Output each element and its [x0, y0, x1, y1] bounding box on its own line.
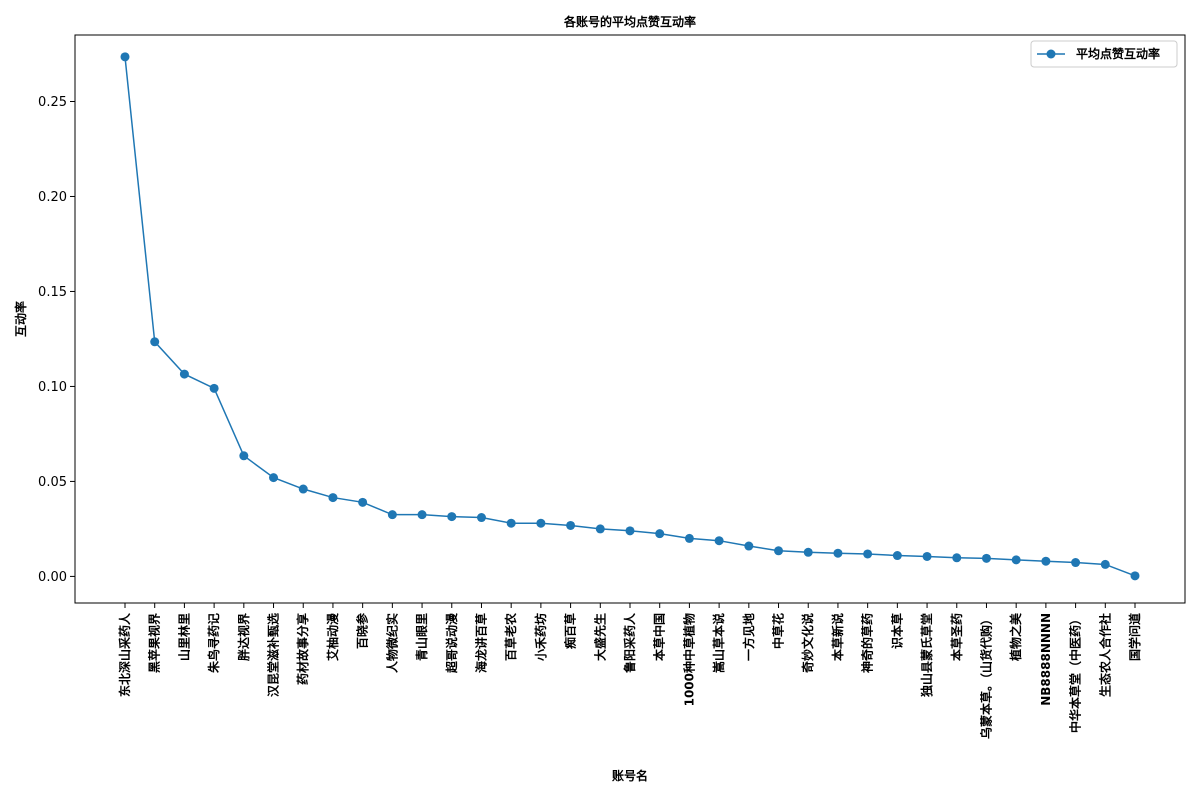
- x-tick-label: 本草圣药: [949, 613, 964, 661]
- x-tick-label: 鲁阳采药人: [622, 612, 637, 674]
- data-point: [1041, 556, 1051, 566]
- legend: 平均点赞互动率: [1030, 40, 1178, 68]
- data-point: [328, 493, 338, 503]
- data-point: [1071, 558, 1081, 568]
- x-tick-label: 嵩山草本说: [711, 613, 726, 673]
- y-tick-label: 0.20: [38, 190, 67, 205]
- x-tick-label: 胖达视界: [236, 613, 251, 662]
- x-tick-label: 药材故事分享: [295, 613, 310, 685]
- x-tick-label: 超哥说动漫: [444, 612, 459, 674]
- data-point: [655, 529, 665, 539]
- x-tick-label: 生态农人合作社: [1097, 613, 1112, 697]
- data-point: [684, 533, 694, 543]
- x-tick-label: 小禾药坊: [533, 613, 548, 661]
- x-tick-label: 人物微纪实: [384, 613, 399, 673]
- x-tick-label: 山里林里: [176, 613, 191, 661]
- x-tick-label: 黑苹果视界: [147, 613, 162, 673]
- series-layer: [120, 52, 1140, 581]
- data-point: [595, 524, 605, 534]
- data-point: [566, 520, 576, 530]
- series-line: [124, 56, 1136, 577]
- chart-title: 各账号的平均点赞互动率: [563, 14, 696, 29]
- data-point: [209, 383, 219, 393]
- plot-area: [74, 34, 1186, 604]
- data-point: [892, 551, 902, 561]
- x-tick-label: 1000种中草植物: [681, 613, 696, 706]
- x-tick-label: 植物之美: [1008, 612, 1023, 662]
- data-point: [714, 536, 724, 546]
- data-point: [239, 451, 249, 461]
- x-tick-label: 朱鸟寻药记: [206, 613, 221, 673]
- x-tick-label: 海龙讲百草: [473, 613, 488, 673]
- x-tick-label: 百草老农: [503, 613, 518, 661]
- data-point: [120, 52, 130, 62]
- y-tick-label: 0.15: [38, 285, 67, 300]
- data-point: [536, 518, 546, 528]
- x-tick-label: 大盛先生: [592, 613, 607, 661]
- x-tick-label: 本草新说: [830, 613, 845, 661]
- y-axis: 0.00 0.05 0.10 0.15 0.20 0.25: [38, 95, 75, 585]
- x-axis: 东北深山采药人 黑苹果视界 山里林里 朱鸟寻药记 胖达视界 汉昆堂滋补甄选 药材故事分享 艾柚…: [117, 603, 1142, 739]
- x-tick-label: 中华本草堂（中医药）: [1068, 613, 1083, 733]
- data-point: [803, 547, 813, 557]
- x-tick-label: 艾柚动漫: [325, 612, 340, 661]
- data-point: [952, 553, 962, 563]
- data-point: [863, 549, 873, 559]
- data-point: [1100, 559, 1110, 569]
- x-tick-label: 痴百草: [563, 613, 578, 649]
- x-tick-label: 东北深山采药人: [117, 612, 132, 697]
- data-point: [981, 553, 991, 563]
- data-point: [150, 337, 160, 347]
- y-tick-label: 0.10: [38, 380, 67, 395]
- x-tick-label: 识本草: [889, 613, 904, 649]
- y-tick-label: 0.00: [38, 570, 67, 585]
- x-tick-label: 百晓参: [355, 612, 370, 649]
- data-point: [447, 512, 457, 522]
- data-point: [269, 473, 279, 483]
- legend-entry-label: 平均点赞互动率: [1076, 46, 1160, 61]
- data-point: [625, 526, 635, 536]
- y-tick-label: 0.05: [38, 475, 67, 490]
- y-axis-label: 互动率: [13, 301, 28, 337]
- data-point: [774, 546, 784, 556]
- data-point: [744, 541, 754, 551]
- x-tick-label: 国学问道: [1127, 613, 1142, 661]
- data-point: [476, 513, 486, 523]
- x-tick-label: 乌蒙本草。（山货代购）: [978, 613, 993, 739]
- x-tick-label: 汉昆堂滋补甄选: [266, 613, 281, 697]
- data-point: [506, 518, 516, 528]
- x-tick-label: NB8888NNNN: [1039, 613, 1053, 706]
- x-tick-label: 一方见地: [741, 613, 756, 661]
- data-point: [1130, 571, 1140, 581]
- data-point: [417, 510, 427, 520]
- x-tick-label: 中草花: [771, 613, 786, 649]
- legend-box: [1030, 40, 1178, 68]
- data-point: [1011, 555, 1021, 565]
- data-point: [833, 548, 843, 558]
- data-point: [179, 369, 189, 379]
- x-tick-label: 青山眼里: [414, 613, 429, 661]
- data-point: [922, 551, 932, 561]
- x-tick-label: 奇妙文化说: [800, 613, 815, 673]
- x-tick-label: 本草中国: [652, 613, 667, 661]
- x-axis-label: 账号名: [612, 768, 648, 783]
- x-tick-label: 独山县蒙氏草堂: [919, 613, 934, 698]
- y-tick-label: 0.25: [38, 95, 67, 110]
- data-point: [298, 484, 308, 494]
- legend-marker: [1046, 49, 1056, 59]
- data-point: [358, 497, 368, 507]
- x-tick-label: 神奇的草药: [860, 613, 875, 673]
- data-point: [387, 510, 397, 520]
